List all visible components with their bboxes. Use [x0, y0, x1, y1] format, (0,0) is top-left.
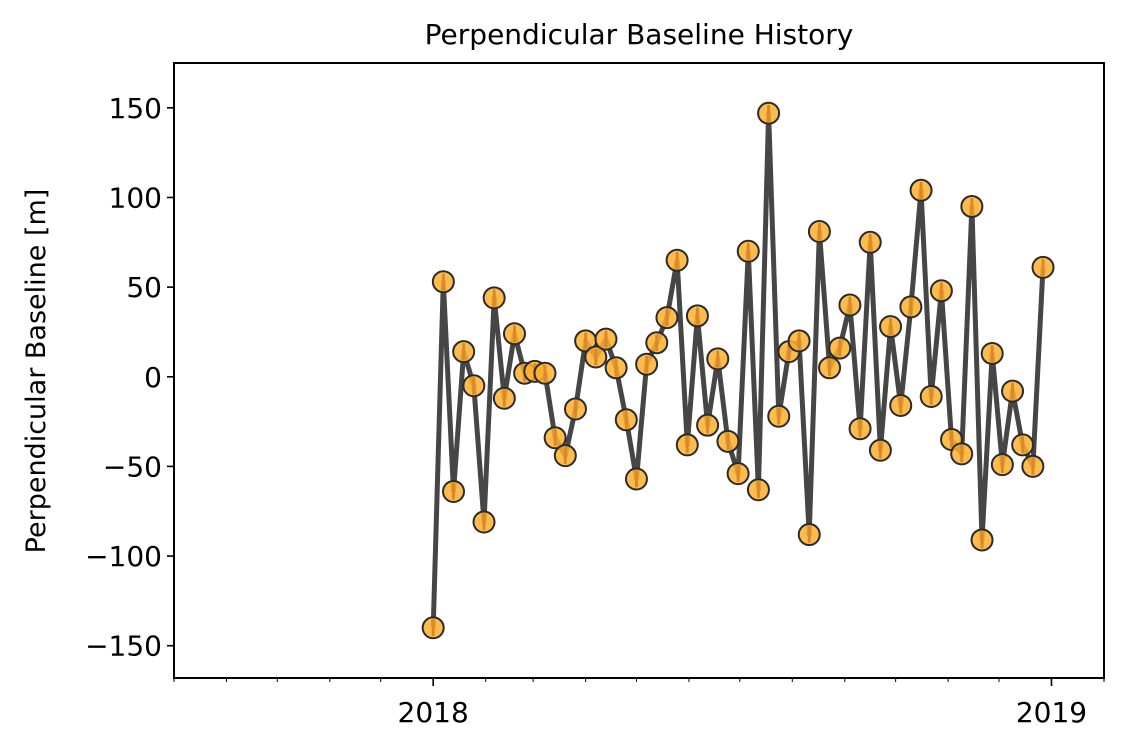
x-tick-label: 2018	[398, 696, 469, 729]
chart-title: Perpendicular Baseline History	[425, 18, 854, 51]
baseline-series	[421, 101, 1055, 640]
y-axis-title: Perpendicular Baseline [m]	[21, 189, 52, 554]
y-axis-ticks: 150 100 50 0 −50 −100 −150	[85, 92, 174, 663]
y-tick-label: −150	[85, 630, 162, 663]
y-tick-label: 150	[109, 92, 162, 125]
plot-frame	[173, 62, 1105, 679]
y-tick-label: 0	[144, 361, 162, 394]
x-tick-label: 2019	[1016, 696, 1087, 729]
x-axis-ticks: 2018 2019	[173, 678, 1105, 729]
y-tick-label: 100	[109, 181, 162, 214]
y-tick-label: −50	[103, 450, 162, 483]
y-tick-label: 50	[126, 271, 162, 304]
y-tick-label: −100	[85, 540, 162, 573]
